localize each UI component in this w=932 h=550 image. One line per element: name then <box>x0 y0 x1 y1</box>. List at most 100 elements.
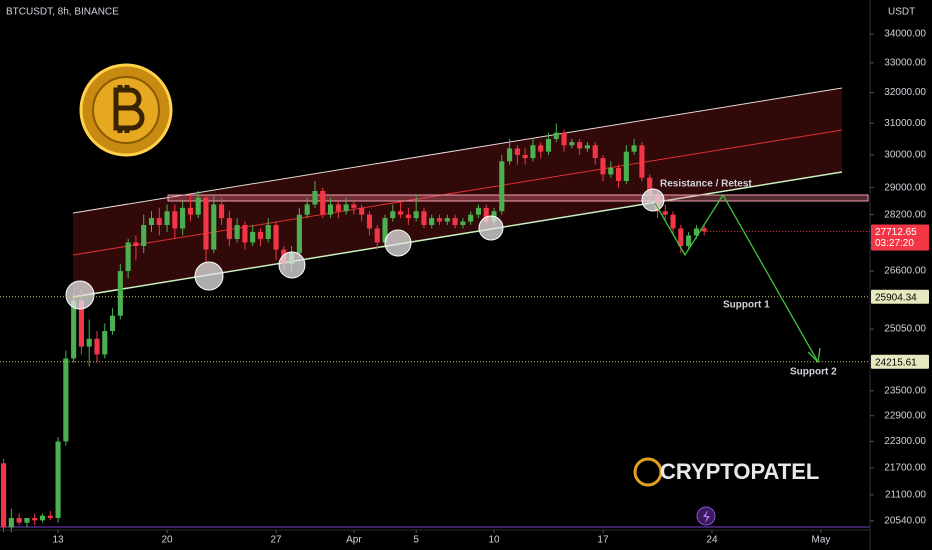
candle-body <box>296 214 302 254</box>
chart-title: BTCUSDT, 8h, BINANCE <box>6 7 119 18</box>
touch-circle <box>194 261 224 291</box>
y-tick-label: 20540.00 <box>884 515 926 526</box>
x-tick-label: 24 <box>706 535 718 546</box>
candle-body <box>335 204 341 212</box>
candle-body <box>522 154 528 159</box>
candle-body <box>265 225 271 239</box>
candle-body <box>452 218 458 226</box>
channel-upper <box>72 87 843 214</box>
candle-body <box>499 161 505 212</box>
candle-body <box>514 148 520 155</box>
candle-body <box>693 228 699 236</box>
y-tick-label: 31000.00 <box>884 118 926 129</box>
y-tick-label: 21100.00 <box>885 489 926 500</box>
candle-body <box>608 167 614 175</box>
x-tick-label: 20 <box>161 535 173 546</box>
candle-body <box>164 211 170 226</box>
candle-body <box>63 358 69 442</box>
y-tick-label: 28200.00 <box>884 209 926 220</box>
candle-body <box>647 177 653 195</box>
x-tick-label: Apr <box>346 535 362 546</box>
touch-circle <box>65 280 95 310</box>
candle-body <box>187 207 193 215</box>
candle-body <box>600 158 606 175</box>
y-tick-label: 33000.00 <box>884 57 926 68</box>
price-marker <box>871 354 929 369</box>
candle-body <box>109 315 116 332</box>
candle-body <box>374 228 380 243</box>
candle-body <box>623 151 629 182</box>
touch-circle <box>478 215 504 241</box>
candle-body <box>242 225 248 243</box>
candle-body <box>133 242 139 247</box>
x-tick-label: 27 <box>270 535 282 546</box>
candle-body <box>538 145 544 152</box>
watermark-text: CRYPTOPATEL <box>660 459 819 484</box>
x-tick-label: May <box>812 535 831 546</box>
candle-body <box>102 331 108 355</box>
candle-body <box>382 218 388 243</box>
candle-body <box>125 242 131 272</box>
y-tick-label: 23500.00 <box>884 385 926 396</box>
price-marker <box>871 289 929 304</box>
candle-body <box>615 167 622 182</box>
watermark: CRYPTOPATEL <box>633 457 819 487</box>
candle-body <box>592 145 598 159</box>
candle-body <box>32 518 38 521</box>
candle-body <box>148 218 155 226</box>
candle-body <box>413 211 419 219</box>
candle-body <box>78 300 84 347</box>
candle-body <box>421 211 427 226</box>
projection <box>654 193 821 364</box>
candle-body <box>257 231 264 239</box>
candle-body <box>460 221 466 226</box>
y-tick-label: 22300.00 <box>884 436 926 447</box>
resistance-zone <box>167 194 869 202</box>
candle-body <box>468 214 474 222</box>
alert-bolt <box>703 510 710 523</box>
annotation: Resistance / Retest <box>660 179 752 190</box>
projection-arrow <box>807 347 821 364</box>
candle-body <box>670 214 676 229</box>
candle-body <box>234 225 240 239</box>
candle-body <box>203 197 209 250</box>
candle-body <box>327 204 334 215</box>
candle-body <box>475 207 482 215</box>
candle-body <box>530 145 536 159</box>
candle-body <box>405 214 411 219</box>
y-tick-label: 34000.00 <box>884 29 926 40</box>
currency-label: USDT <box>888 7 915 18</box>
watermark-icon <box>633 457 663 487</box>
candle-body <box>444 218 450 222</box>
candle-body <box>584 145 590 149</box>
candle-body <box>16 518 22 523</box>
candle-body <box>343 204 349 212</box>
candle-body <box>701 228 707 232</box>
candle-body <box>577 142 583 149</box>
candle-body <box>39 515 46 521</box>
price-marker-label: 24215.61 <box>875 357 917 368</box>
last-price-label: 27712.65 <box>875 227 917 238</box>
candle-body <box>86 338 92 347</box>
candle-body <box>156 218 162 226</box>
y-tick-label: 29000.00 <box>884 182 926 193</box>
candle-body <box>662 211 668 215</box>
candle-body <box>141 225 147 247</box>
candle-body <box>312 190 318 205</box>
candle-body <box>47 515 53 519</box>
candle-body <box>8 518 14 528</box>
candle-body <box>390 211 396 219</box>
y-tick-label: 30000.00 <box>884 150 926 161</box>
candle-body <box>631 145 637 152</box>
touch-circle <box>384 229 412 257</box>
candle-body <box>250 231 256 243</box>
candle-body <box>678 228 684 247</box>
candle-body <box>545 138 552 152</box>
candle-body <box>429 218 435 226</box>
candle-body <box>1 463 7 528</box>
candle-body <box>195 197 201 215</box>
candle-body <box>359 207 365 215</box>
price-marker-label: 25904.34 <box>875 292 917 303</box>
